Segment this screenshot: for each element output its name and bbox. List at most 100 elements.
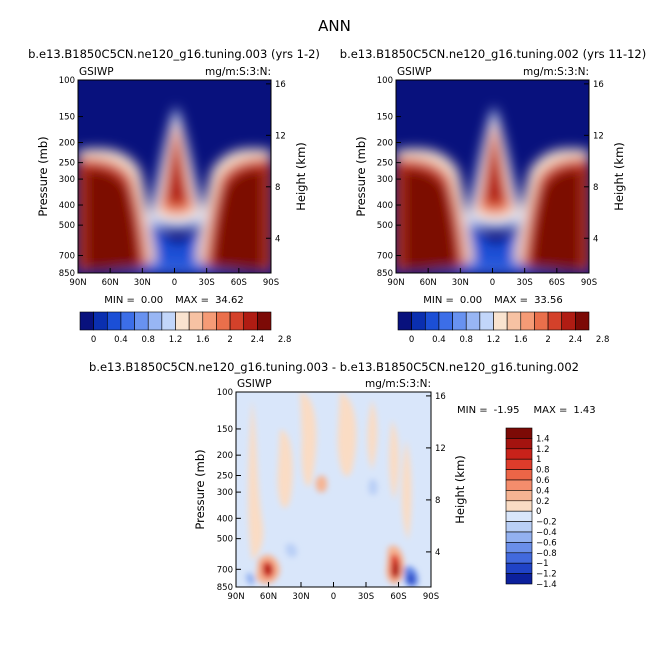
panel-3-colorbar-label: 0.4 bbox=[536, 486, 550, 496]
panel-2-colorbar-swatch bbox=[424, 311, 440, 331]
panel-1-colorbar-label: 0.8 bbox=[141, 335, 155, 345]
panel-2-colorbar-swatch bbox=[452, 311, 467, 331]
panel-1-y-tick-label: 150 bbox=[59, 113, 75, 123]
panel-2-y-tick-label: 300 bbox=[377, 175, 393, 185]
panel-3-colorbar-label: 0.8 bbox=[536, 466, 550, 476]
panel-2-x-tick-label: 60N bbox=[420, 278, 437, 288]
panel-3-colorbar-label: 1.2 bbox=[536, 445, 550, 455]
panel-3-y-tick-label: 300 bbox=[217, 488, 233, 498]
panel-1-colorbar-swatch bbox=[134, 311, 149, 331]
panel-2-colorbar-swatch bbox=[397, 311, 412, 331]
panel-2-colorbar-label: 2.4 bbox=[569, 335, 583, 345]
panel-2-variable: GSIWP bbox=[397, 66, 432, 78]
panel-2-colorbar-label: 0.4 bbox=[432, 335, 446, 345]
panel-2-colorbar-swatch bbox=[520, 311, 535, 331]
panel-3-colorbar-label: 0.2 bbox=[536, 497, 550, 507]
panel-3-ylabel-right: Height (km) bbox=[453, 455, 467, 524]
panel-2-contours bbox=[396, 106, 589, 273]
panel-2-y-right-tick-label: 12 bbox=[593, 131, 604, 141]
panel-2-y-tick-label: 850 bbox=[377, 269, 393, 279]
panel-2-colorbar-swatch bbox=[411, 311, 426, 331]
panel-2-y-tick-label: 200 bbox=[377, 139, 393, 149]
panel-1-contours bbox=[78, 106, 271, 273]
panel-1-ylabel: Pressure (mb) bbox=[36, 136, 50, 216]
panel-3-x-tick-label: 60S bbox=[390, 592, 406, 602]
panel-1-colorbar-label: 0.4 bbox=[114, 335, 128, 345]
panel-3-contours bbox=[246, 392, 419, 587]
panel-1-max-label: MAX = bbox=[175, 295, 209, 306]
panel-3-colorbar-label: 1.4 bbox=[536, 434, 550, 444]
panel-1-max-value: 34.62 bbox=[215, 295, 244, 306]
panel-3-colorbar-label: −0.4 bbox=[536, 528, 557, 538]
panel-3-colorbar-swatch bbox=[505, 500, 533, 512]
panel-1-colorbar-swatch bbox=[120, 311, 135, 331]
panel-2-min-value: 0.00 bbox=[460, 295, 482, 306]
panel-1-y-tick-label: 250 bbox=[59, 159, 75, 169]
panel-1-x-tick-label: 0 bbox=[172, 278, 177, 288]
panel-1-y-right-tick-label: 4 bbox=[275, 234, 280, 244]
panel-1-colorbar-swatch bbox=[93, 311, 108, 331]
panel-2-ylabel-right: Height (km) bbox=[612, 142, 626, 211]
panel-1-colorbar-label: 1.6 bbox=[196, 335, 210, 345]
panel-3-colorbar-label: −1 bbox=[536, 559, 549, 569]
panel-3-colorbar-label: 0.6 bbox=[536, 476, 550, 486]
panel-3-y-tick-label: 400 bbox=[217, 514, 233, 524]
panel-2-stats: MIN = 0.00 MAX = 33.56 bbox=[423, 295, 562, 306]
panel-2-y-tick-label: 500 bbox=[377, 221, 393, 231]
panel-1-y-right-tick-label: 16 bbox=[275, 80, 286, 90]
panel-3-x-tick-label: 30S bbox=[358, 592, 374, 602]
panel-1-colorbar-swatch bbox=[175, 311, 190, 331]
panel-3-plot-field bbox=[236, 392, 431, 587]
panel-1-colorbar-label: 2.4 bbox=[251, 335, 265, 345]
panel-2-colorbar-label: 1.2 bbox=[487, 335, 501, 345]
panel-1-x-tick-label: 30S bbox=[199, 278, 215, 288]
panel-3-colorbar-label: −1.4 bbox=[536, 580, 557, 590]
panel-3-colorbar-swatch bbox=[505, 573, 533, 585]
panel-1-title: b.e13.B1850C5CN.ne120_g16.tuning.003 (yr… bbox=[28, 47, 320, 61]
panel-3-y-right-tick-label: 16 bbox=[435, 392, 446, 402]
panel-2-x-tick-label: 60S bbox=[549, 278, 565, 288]
panel-1: b.e13.B1850C5CN.ne120_g16.tuning.003 (yr… bbox=[28, 47, 320, 306]
panel-2-x-tick-label: 0 bbox=[490, 278, 495, 288]
panel-3-colorbar-swatch bbox=[505, 521, 533, 533]
panel-3-colorbar-swatch bbox=[505, 562, 533, 574]
panel-3-x-tick-label: 0 bbox=[331, 592, 336, 602]
panel-3-colorbar-swatch bbox=[505, 542, 533, 554]
panel-1-colorbar-swatch bbox=[202, 311, 217, 331]
generated-axes: 90N 60N 30N 0 30S 60S 90S100150200250300400500… bbox=[59, 76, 610, 602]
panel-3-min-label: MIN = bbox=[457, 405, 488, 416]
panel-2-min-label: MIN = bbox=[423, 295, 454, 306]
panel-3-colorbar-swatch bbox=[505, 448, 533, 460]
panel-3-min-value: -1.95 bbox=[494, 405, 520, 416]
panel-3-colorbar-label: −0.8 bbox=[536, 549, 557, 559]
panel-1-colorbar-label: 2 bbox=[227, 335, 232, 345]
panel-3-colorbar-label: −0.6 bbox=[536, 538, 557, 548]
panel-2-colorbar-swatch bbox=[506, 311, 522, 331]
panel-1-colorbar-swatch bbox=[161, 311, 176, 331]
panel-3-colorbar-swatch bbox=[505, 490, 533, 502]
panel-3-title: b.e13.B1850C5CN.ne120_g16.tuning.003 - b… bbox=[89, 360, 579, 374]
panel-1-colorbar-swatch bbox=[188, 311, 204, 331]
panel-2-x-tick-label: 90N bbox=[387, 278, 404, 288]
panel-1-y-tick-label: 100 bbox=[59, 76, 75, 86]
panel-3-x-tick-label: 30N bbox=[292, 592, 309, 602]
panel-3-x-tick-label: 90N bbox=[227, 592, 244, 602]
panel-1-colorbar-swatch bbox=[106, 311, 122, 331]
panel-1-colorbar-label: 1.2 bbox=[169, 335, 183, 345]
panel-3-colorbar-swatch bbox=[505, 552, 533, 564]
panel-3-colorbar-swatch bbox=[505, 427, 533, 439]
panel-1-x-tick-label: 60S bbox=[231, 278, 247, 288]
panel-1-colorbar-swatch bbox=[147, 311, 163, 331]
panel-3-y-tick-label: 100 bbox=[217, 388, 233, 398]
panel-1-y-right-tick-label: 12 bbox=[275, 131, 286, 141]
panel-2-colorbar-label: 1.6 bbox=[514, 335, 528, 345]
panel-3-y-right-tick-label: 8 bbox=[435, 496, 440, 506]
panel-1-y-tick-label: 700 bbox=[59, 251, 75, 261]
panel-2-y-right-tick-label: 16 bbox=[593, 80, 604, 90]
panel-2-colorbar-swatch bbox=[465, 311, 481, 331]
panel-1-colorbar-swatch bbox=[257, 311, 272, 331]
panel-3-y-tick-label: 250 bbox=[217, 471, 233, 481]
panel-1-y-right-tick-label: 8 bbox=[275, 183, 280, 193]
panel-1-y-tick-label: 400 bbox=[59, 201, 75, 211]
panel-3-y-tick-label: 200 bbox=[217, 451, 233, 461]
